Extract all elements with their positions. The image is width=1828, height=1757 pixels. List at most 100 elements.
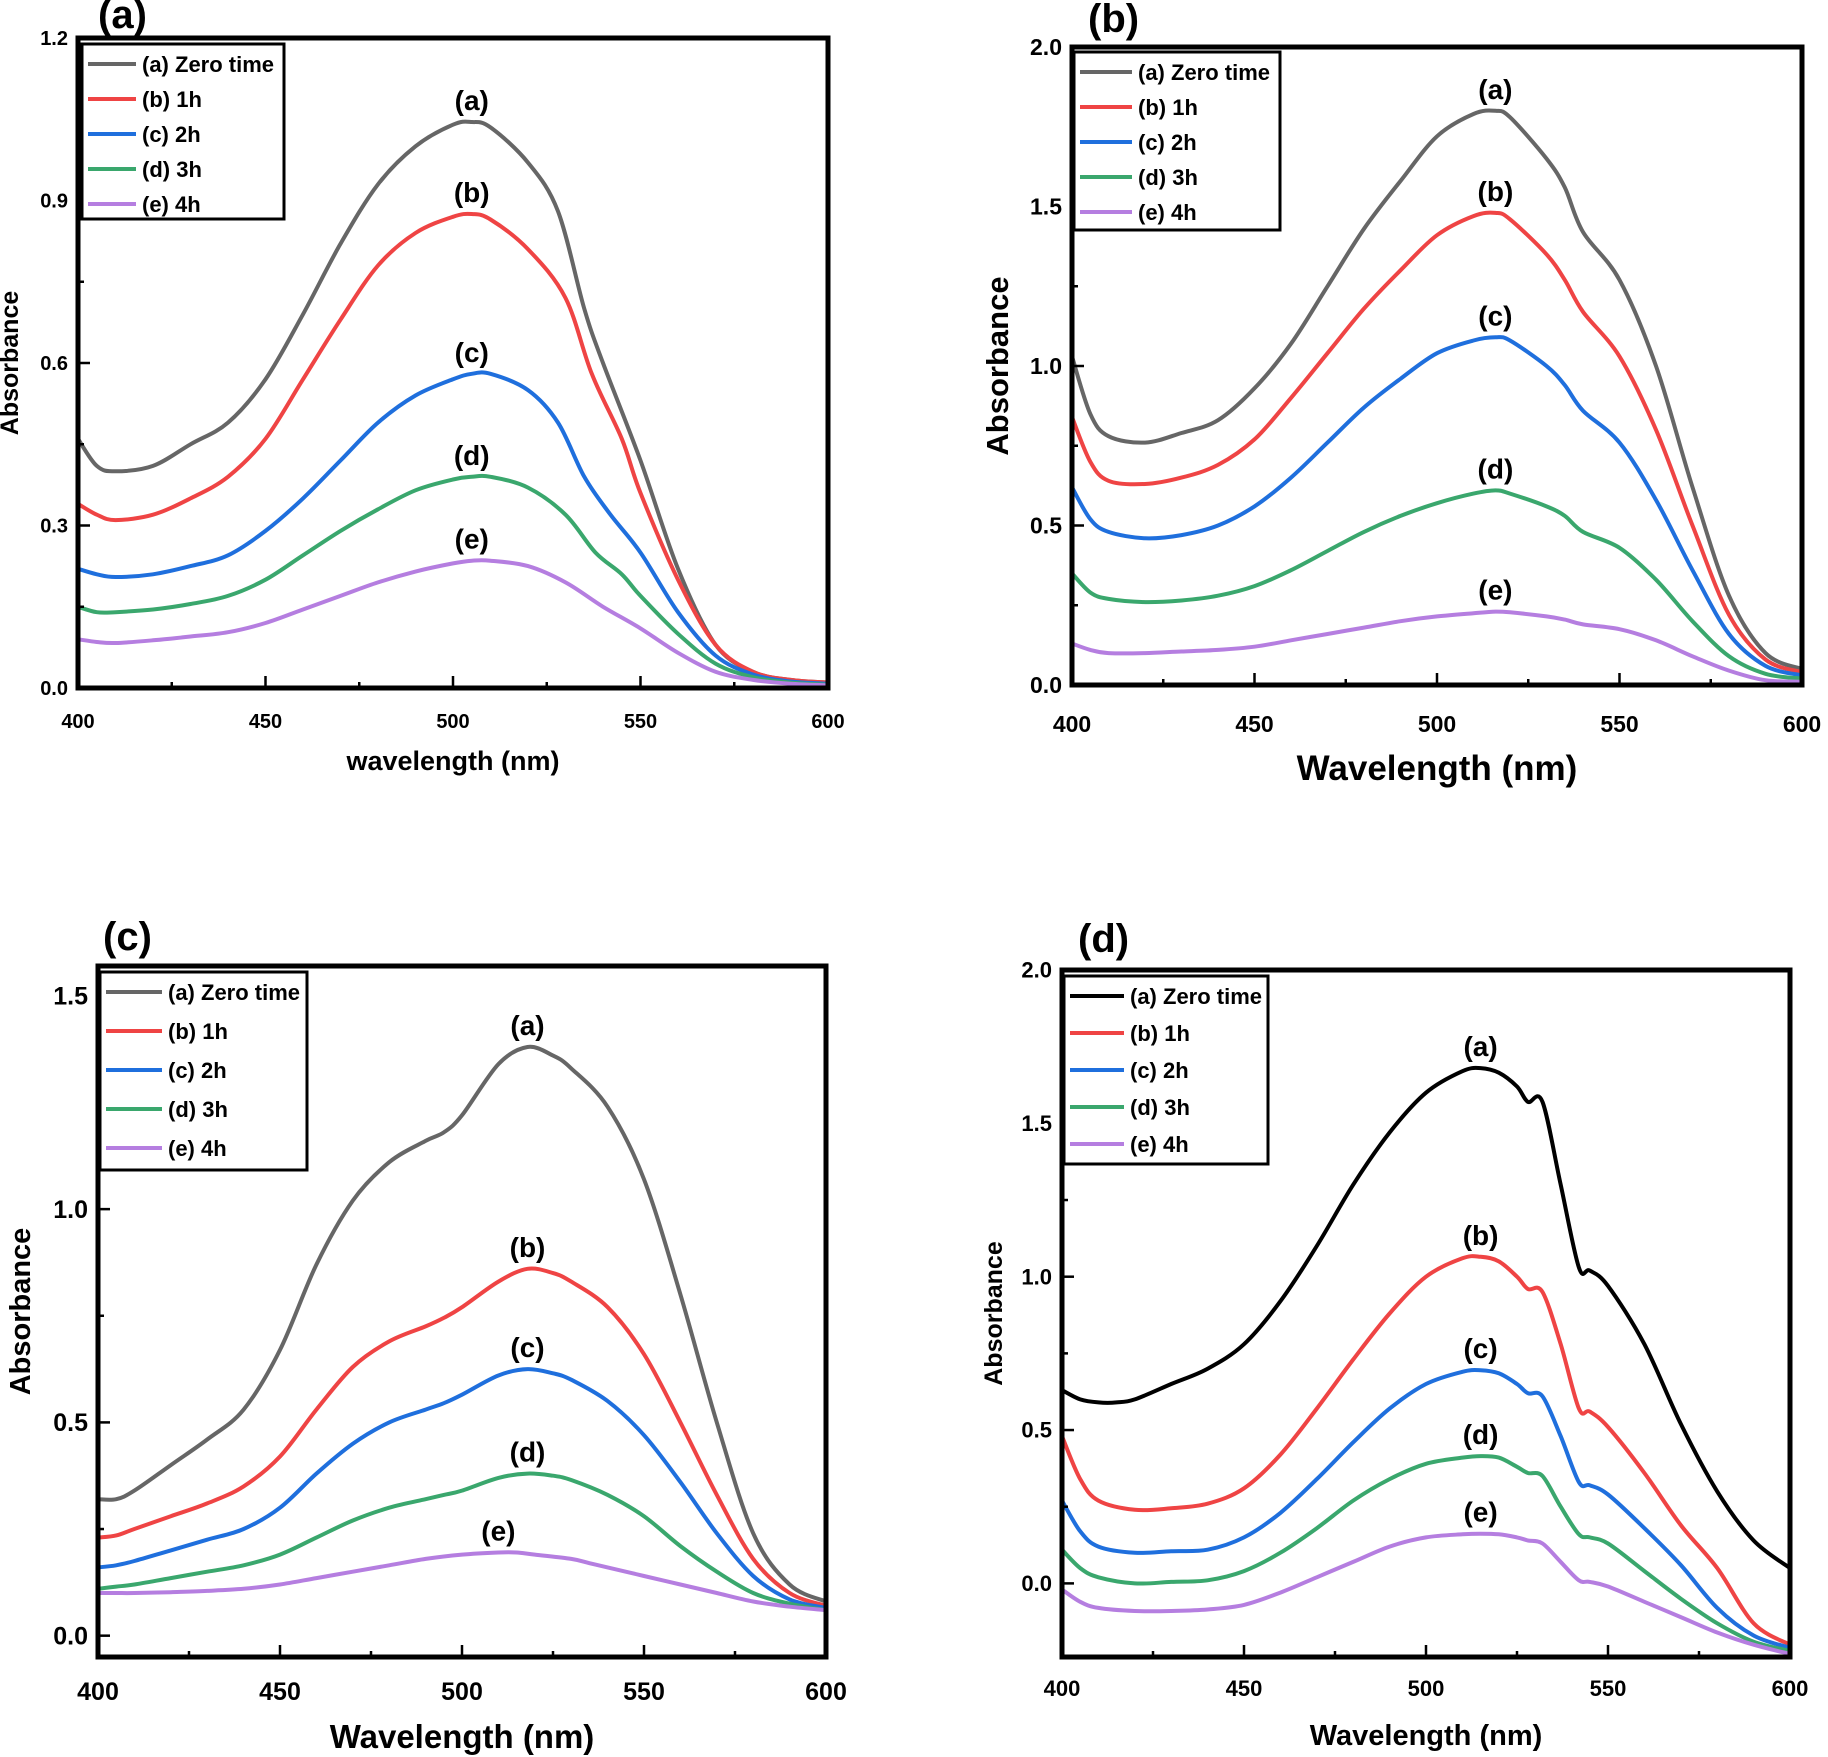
y-tick-label: 1.5 (1021, 1111, 1052, 1136)
legend: (a) Zero time (b) 1h (c) 2h (d) 3h (e) 4h (1072, 50, 1282, 232)
x-tick-label: 400 (1053, 711, 1091, 737)
series-line-c (1060, 1368, 1792, 1650)
series-line-e (1060, 1531, 1792, 1656)
y-tick-label: 1.5 (53, 983, 88, 1011)
legend-label-b: (b) 1h (1130, 1021, 1190, 1046)
y-axis-title: Absorbance (5, 1228, 37, 1396)
curve-label-b: (b) (454, 177, 490, 208)
panel-letter: (b) (1088, 0, 1139, 41)
y-tick-label: 2.0 (1021, 958, 1052, 983)
panel-letter: (a) (98, 0, 147, 37)
x-tick-label: 550 (624, 711, 657, 733)
series-line-d (1070, 488, 1804, 681)
y-tick-label: 0.3 (40, 516, 68, 538)
legend: (a) Zero time (b) 1h (c) 2h (d) 3h (e) 4h (1062, 974, 1270, 1166)
legend-label-e: (e) 4h (142, 192, 201, 217)
y-tick-label: 0.0 (40, 678, 68, 700)
curve-label-e: (e) (481, 1515, 515, 1546)
curve-label-e: (e) (455, 524, 489, 555)
curve-label-a: (a) (1463, 1031, 1497, 1062)
y-axis-title: Absorbance (980, 276, 1015, 455)
legend-label-b: (b) 1h (1138, 95, 1198, 120)
series-line-e (96, 1550, 828, 1613)
legend-label-e: (e) 4h (168, 1136, 227, 1161)
x-tick-label: 400 (77, 1678, 119, 1706)
x-tick-label: 550 (1600, 711, 1638, 737)
y-tick-label: 2.0 (1030, 34, 1062, 60)
curve-label-b: (b) (510, 1232, 546, 1263)
panel-letter: (c) (103, 915, 152, 959)
series-line-e (1070, 609, 1804, 684)
legend-label-a: (a) Zero time (1138, 60, 1270, 85)
legend-label-a: (a) Zero time (142, 52, 274, 77)
y-tick-label: 1.0 (1021, 1264, 1052, 1289)
y-tick-label: 0.5 (53, 1409, 88, 1437)
curve-label-c: (c) (455, 337, 489, 368)
x-tick-label: 450 (249, 711, 282, 733)
x-tick-label: 600 (805, 1678, 847, 1706)
x-tick-label: 550 (623, 1678, 665, 1706)
legend-label-a: (a) Zero time (1130, 984, 1262, 1009)
x-tick-label: 600 (811, 711, 844, 733)
x-tick-label: 500 (1418, 711, 1456, 737)
curve-label-c: (c) (1478, 300, 1512, 331)
series-line-a (76, 119, 830, 685)
curve-label-e: (e) (1463, 1497, 1497, 1528)
curve-label-a: (a) (1478, 74, 1512, 105)
series-line-d (1060, 1454, 1792, 1653)
y-tick-label: 1.0 (1030, 353, 1062, 379)
series-line-b (1060, 1254, 1792, 1647)
curve-label-d: (d) (1478, 453, 1514, 484)
legend-label-a: (a) Zero time (168, 980, 300, 1005)
y-tick-label: 0.5 (1021, 1418, 1052, 1443)
x-tick-label: 500 (1408, 1676, 1445, 1701)
curve-label-d: (d) (510, 1437, 546, 1468)
curve-label-c: (c) (1463, 1333, 1497, 1364)
legend-label-b: (b) 1h (142, 87, 202, 112)
x-tick-label: 500 (441, 1678, 483, 1706)
series-line-b (1070, 210, 1804, 675)
legend: (a) Zero time (b) 1h (c) 2h (d) 3h (e) 4h (98, 970, 309, 1172)
legend-label-c: (c) 2h (1130, 1058, 1189, 1083)
legend-label-d: (d) 3h (1138, 165, 1198, 190)
chart-panel-d: (d) (a) (b) (c) (d) (e) 400 450 500 550 600 0.0 0.5 1… (980, 917, 1808, 1752)
curve-label-a: (a) (510, 1010, 544, 1041)
legend-label-c: (c) 2h (142, 122, 201, 147)
series-line-d (96, 1471, 828, 1613)
legend: (a) Zero time (b) 1h (c) 2h (d) 3h (e) 4h (80, 42, 286, 221)
y-tick-label: 0.5 (1030, 513, 1062, 539)
series-line-b (96, 1266, 828, 1608)
legend-label-c: (c) 2h (1138, 130, 1197, 155)
series-line-b (76, 211, 830, 685)
legend-label-e: (e) 4h (1138, 200, 1197, 225)
y-tick-label: 0.6 (40, 353, 68, 375)
y-tick-label: 0.0 (1030, 672, 1062, 698)
curve-label-b: (b) (1463, 1220, 1499, 1251)
chart-panel-a: (a) (a) (b) (c) (d) (e) 400 450 500 550 600 0.0 0.3 0… (0, 0, 845, 776)
x-tick-label: 550 (1590, 1676, 1627, 1701)
legend-label-d: (d) 3h (142, 157, 202, 182)
panel-letter: (d) (1078, 917, 1129, 961)
x-axis-title: Wavelength (nm) (1297, 749, 1578, 788)
x-tick-label: 450 (1235, 711, 1273, 737)
chart-panel-c: (c) (a) (b) (c) (d) (e) 400 450 500 550 600 0.0 0.5 1… (5, 915, 847, 1755)
legend-label-e: (e) 4h (1130, 1132, 1189, 1157)
x-tick-label: 400 (61, 711, 94, 733)
series-line-a (96, 1044, 828, 1604)
chart-panel-b: (b) (a) (b) (c) (d) (e) 400 450 500 550 600 0.0 0.5 1… (980, 0, 1821, 788)
x-axis-title: Wavelength (nm) (1310, 1720, 1543, 1752)
series-line-a (1060, 1065, 1792, 1571)
legend-label-d: (d) 3h (168, 1097, 228, 1122)
y-axis-title: Absorbance (0, 291, 24, 436)
series-line-c (76, 370, 830, 686)
curve-label-a: (a) (455, 85, 489, 116)
y-tick-label: 0.0 (53, 1622, 88, 1650)
curve-label-e: (e) (1478, 575, 1512, 606)
y-tick-label: 1.2 (40, 28, 68, 50)
x-tick-label: 400 (1044, 1676, 1081, 1701)
series-line-c (1070, 335, 1804, 678)
curve-label-c: (c) (510, 1332, 544, 1363)
series-line-c (96, 1367, 828, 1610)
y-tick-label: 1.0 (53, 1196, 88, 1224)
curve-label-b: (b) (1478, 176, 1514, 207)
